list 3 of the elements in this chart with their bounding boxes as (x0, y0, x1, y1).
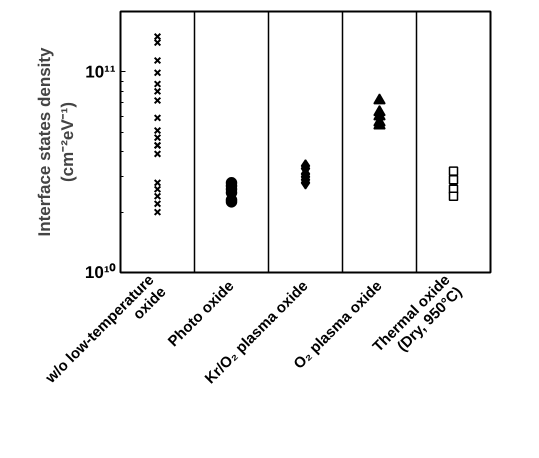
y-axis-title: Interface states density (cm⁻²eV⁻¹) (35, 46, 77, 236)
y-tick-label: 10¹¹ (85, 62, 116, 82)
y-tick-label: 10¹⁰ (84, 263, 116, 282)
